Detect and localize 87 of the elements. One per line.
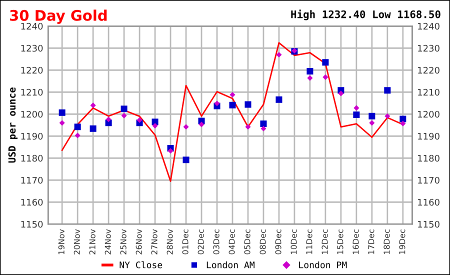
x-tick-label: 08Dec: [260, 229, 266, 254]
point: [260, 126, 266, 132]
point: [400, 116, 406, 122]
point: [307, 75, 313, 81]
y2-tick-label: 1180: [418, 154, 440, 162]
y-tick-label: 1230: [21, 44, 43, 52]
x-tick-label: 21Nov: [89, 229, 96, 254]
y-tick-label: 1220: [21, 66, 43, 74]
y2-tick-label: 1230: [418, 44, 440, 52]
point: [276, 96, 282, 103]
x-tick-label: 01Dec: [182, 229, 188, 254]
point: [90, 125, 96, 132]
y2-tick-label: 1150: [418, 220, 440, 228]
point: [368, 112, 376, 120]
point: [214, 100, 220, 106]
x-tick-label: 02Dec: [198, 229, 204, 254]
x-tick-label: 26Nov: [136, 229, 142, 254]
chart-title: 30 Day Gold: [10, 10, 107, 24]
y-axis-title: USD per ounce: [8, 87, 18, 163]
y-tick-label: 1210: [21, 88, 43, 96]
x-tick-label: 20Nov: [74, 229, 80, 254]
point: [306, 68, 314, 74]
point: [182, 156, 190, 164]
y-tick-label: 1200: [21, 110, 43, 118]
x-tick-label: 24Nov: [104, 229, 111, 254]
legend-label: London PM: [299, 261, 347, 268]
y2-tick-label: 1160: [418, 198, 440, 206]
point: [183, 124, 189, 130]
x-tick-label: 04Dec: [228, 229, 235, 254]
point: [276, 52, 282, 58]
point: [90, 102, 96, 108]
point: [353, 112, 360, 118]
y-tick-label: 1190: [21, 132, 43, 140]
x-tick-label: 19Dec: [399, 229, 406, 254]
x-tick-label: 11Dec: [306, 229, 312, 254]
x-tick-label: 03Dec: [213, 229, 220, 254]
y2-tick-label: 1190: [418, 132, 440, 140]
point: [198, 122, 204, 128]
y-tick-label: 1160: [21, 198, 43, 206]
y-tick-label: 1180: [21, 154, 43, 162]
point: [230, 92, 236, 98]
x-tick-label: 17Dec: [368, 229, 374, 254]
x-tick-label: 09Dec: [275, 229, 282, 254]
y2-tick-label: 1220: [418, 66, 440, 74]
x-tick-label: 16Dec: [352, 229, 359, 254]
point: [400, 120, 406, 126]
point: [106, 116, 112, 122]
point: [322, 74, 328, 80]
y-tick-label: 1240: [21, 22, 43, 30]
y2-tick-label: 1210: [418, 88, 440, 96]
point: [369, 120, 375, 126]
x-tick-label: 12Dec: [322, 229, 328, 254]
point: [74, 124, 81, 130]
point: [338, 90, 344, 96]
legend-label: NY Close: [120, 261, 162, 268]
x-tick-label: 25Nov: [120, 229, 126, 254]
y-tick-label: 1150: [21, 220, 43, 228]
point: [168, 148, 174, 154]
point: [121, 112, 127, 118]
point: [354, 105, 360, 111]
point: [260, 120, 267, 128]
point: [152, 123, 158, 129]
x-tick-label: 05Dec: [244, 229, 250, 254]
text: High 1232.40 Low 1168.50: [291, 10, 440, 20]
y2-tick-label: 1170: [418, 176, 440, 184]
x-tick-label: 27Nov: [151, 229, 158, 254]
point: [244, 101, 252, 108]
x-tick-label: 19Nov: [58, 229, 64, 254]
point: [322, 59, 329, 66]
point: [245, 124, 251, 130]
point: [152, 118, 158, 126]
x-tick-label: 18Dec: [384, 229, 390, 254]
point: [384, 113, 390, 119]
point: [120, 106, 128, 112]
y2-tick-label: 1200: [418, 110, 440, 118]
point: [136, 117, 142, 123]
point: [229, 102, 236, 108]
y-tick-label: 1170: [21, 176, 43, 184]
x-tick-label: 15Dec: [337, 229, 344, 254]
x-tick-label: 28Nov: [166, 229, 173, 254]
point: [384, 87, 391, 94]
point: [74, 132, 80, 138]
legend-label: London AM: [206, 261, 254, 268]
point: [58, 109, 66, 116]
x-tick-label: 10Dec: [290, 229, 297, 254]
point: [59, 120, 65, 126]
y2-tick-label: 1240: [418, 22, 440, 30]
